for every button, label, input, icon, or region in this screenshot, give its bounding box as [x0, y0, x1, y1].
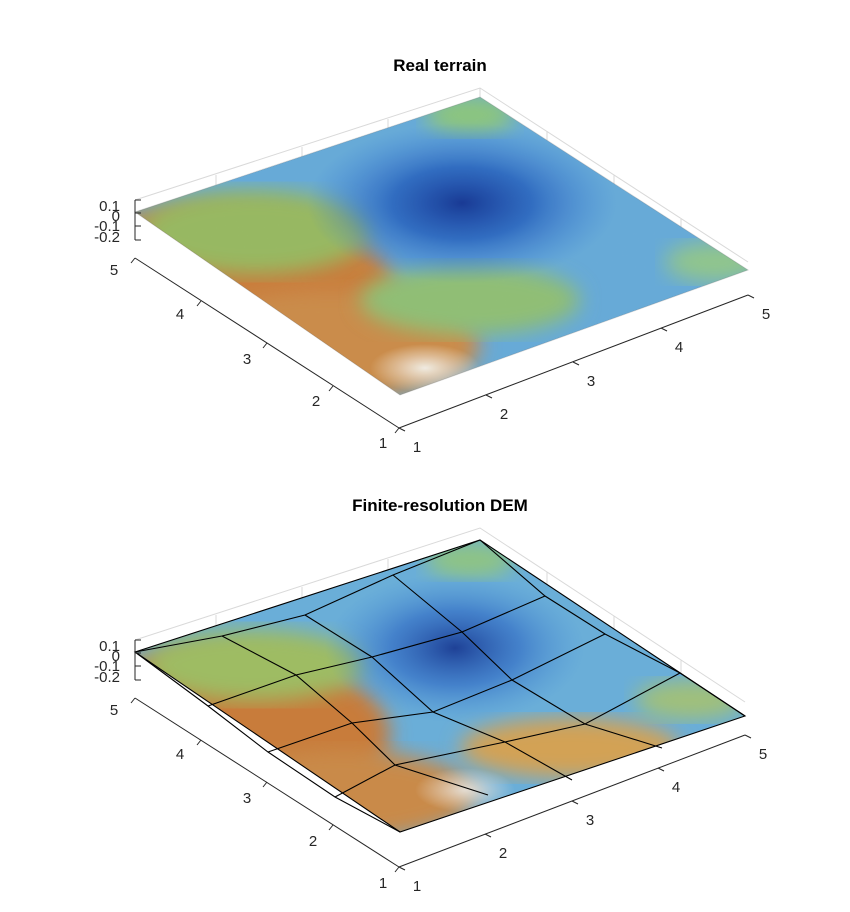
z-tick-label: 0.1: [99, 198, 120, 215]
y-tick-label: 5: [110, 262, 118, 279]
x-tick-label: 1: [413, 439, 421, 456]
z-tick-label: 0: [112, 648, 120, 665]
z-tick-label: -0.1: [94, 658, 120, 675]
z-tick-label: -0.1: [94, 218, 120, 235]
x-tick-label: 5: [762, 306, 770, 323]
y-tick-label: 4: [176, 306, 184, 323]
z-axis: [134, 199, 141, 241]
z-tick-label: -0.2: [94, 669, 120, 686]
x-tick-label: 4: [672, 779, 680, 796]
y-tick-label: 3: [243, 351, 251, 368]
z-axis: [134, 639, 141, 681]
panel-finite-resolution-dem: Finite-resolution DEM: [94, 496, 767, 895]
y-tick-label: 4: [176, 746, 184, 763]
x-tick-label: 5: [759, 746, 767, 763]
dem-surface: [135, 540, 745, 832]
dem-mesh: [133, 539, 747, 833]
y-axis: [130, 257, 400, 434]
x-tick-label: 3: [586, 812, 594, 829]
x-tick-label: 3: [587, 373, 595, 390]
y-tick-label: 2: [309, 833, 317, 850]
z-tick-label: -0.2: [94, 229, 120, 246]
y-tick-label: 3: [243, 790, 251, 807]
y-tick-label: 1: [379, 875, 387, 892]
x-tick-label: 4: [675, 339, 683, 356]
x-axis: [398, 294, 755, 432]
x-tick-label: 1: [413, 878, 421, 895]
chart-title: Finite-resolution DEM: [352, 496, 528, 515]
y-axis: [130, 697, 400, 873]
y-tick-label: 5: [110, 702, 118, 719]
chart-title: Real terrain: [393, 56, 487, 75]
z-tick-label: 0.1: [99, 638, 120, 655]
panel-real-terrain: Real terrain: [94, 56, 770, 456]
z-tick-label: 0: [112, 208, 120, 225]
x-tick-label: 2: [499, 845, 507, 862]
x-axis: [398, 734, 752, 871]
y-tick-label: 2: [312, 393, 320, 410]
x-tick-label: 2: [500, 406, 508, 423]
y-tick-label: 1: [379, 435, 387, 452]
terrain-surface: [135, 97, 748, 395]
